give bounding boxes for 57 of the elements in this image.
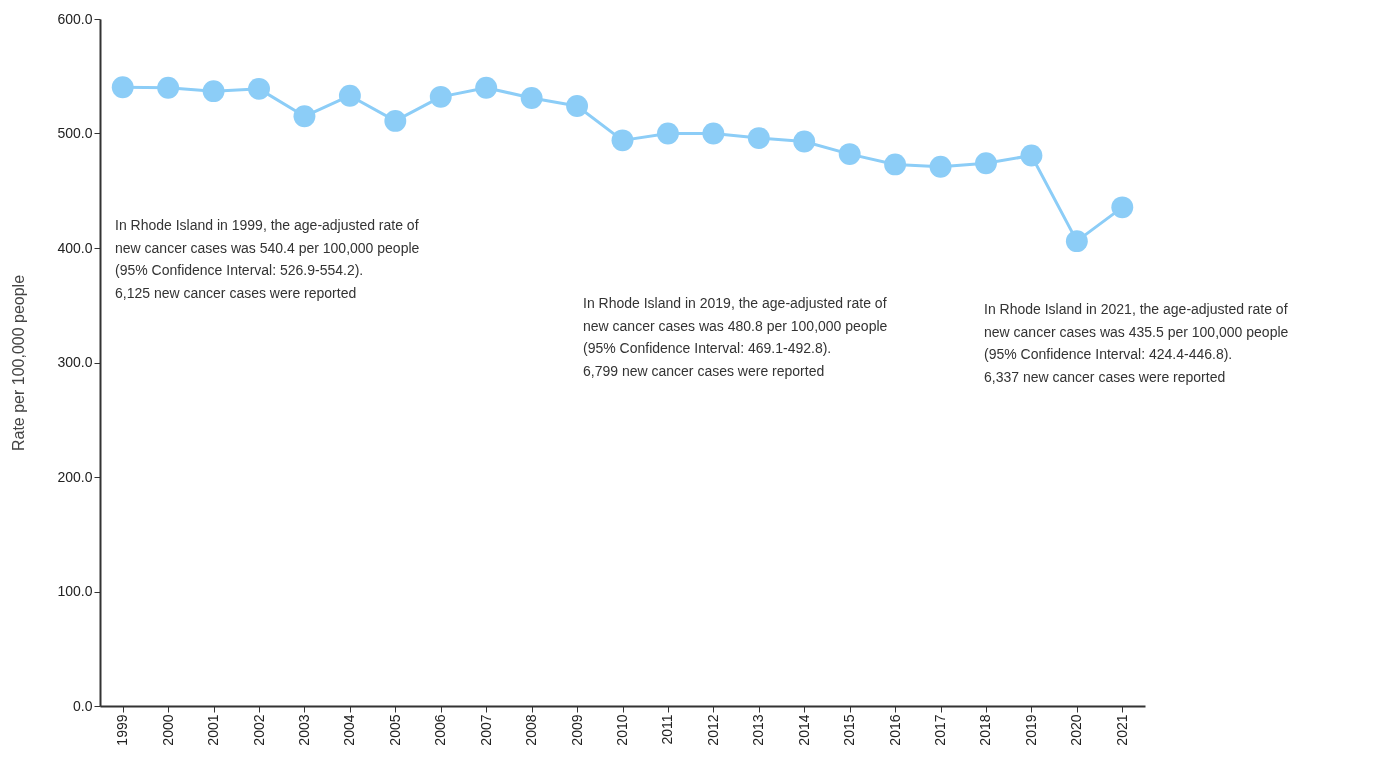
x-tick-label: 2004 (341, 714, 358, 746)
x-tick-label: 2011 (659, 714, 676, 745)
x-tick-label: 2016 (886, 714, 903, 746)
x-tick-label: 2000 (159, 714, 176, 746)
point (1020, 144, 1043, 167)
y-tick-label: 500.0 (57, 125, 93, 141)
point (475, 76, 498, 99)
x-tick-label: 2012 (704, 714, 721, 746)
x-tick-label: 1999 (114, 714, 131, 746)
y-tick-label: 300.0 (57, 354, 93, 370)
point (566, 95, 589, 117)
point (202, 80, 225, 103)
x-tick-label: 2010 (614, 714, 630, 746)
x-tick-label: 2002 (250, 714, 267, 746)
point (1065, 230, 1088, 253)
x-tick-label: 2013 (750, 714, 767, 746)
x-tick-label: 2020 (1068, 714, 1085, 746)
y-tick-label: 200.0 (57, 468, 93, 485)
x-tick-label: 2001 (205, 714, 222, 746)
y-tick-label: 600.0 (57, 10, 93, 27)
annotation: In Rhode Island in 2019, the age-adjusted rate of new cancer cases was 480.8 per 100,000 people (95% Confidence Interval: 469.1-492.8). 6,799 new cancer cases were reported (583, 295, 888, 379)
y-axis-title: Rate per 100,000 people (10, 274, 28, 452)
point (929, 155, 952, 178)
y-tick-label: 400.0 (57, 239, 93, 256)
point (975, 152, 997, 175)
annotation: In Rhode Island in 1999, the age-adjusted rate of new cancer cases was 540.4 per 100,000 people (95% Confidence Interval: 526.9-554.2). 6,125 new cancer cases were reported (115, 217, 420, 301)
y-tick-label: 0.0 (73, 697, 93, 714)
point (884, 153, 907, 176)
point (157, 76, 180, 99)
point (838, 143, 861, 166)
x-tick-label: 2017 (932, 714, 949, 746)
x-tick-label: 2019 (1022, 714, 1039, 746)
x-tick-label: 2003 (295, 714, 312, 746)
x-tick-label: 2005 (386, 714, 403, 746)
x-tick-label: 2014 (795, 714, 812, 746)
x-tick-label: 2007 (477, 714, 494, 746)
x-tick-label: 2009 (568, 714, 585, 746)
point (429, 85, 452, 108)
x-tick-label: 2008 (523, 714, 540, 746)
point (338, 84, 361, 107)
point (611, 129, 634, 152)
x-tick-label: 2006 (432, 714, 449, 746)
x-tick-label: 2021 (1113, 714, 1130, 746)
point (793, 130, 816, 153)
point (384, 109, 407, 132)
point (293, 105, 316, 128)
y-tick-label: 100.0 (57, 583, 93, 599)
point (248, 77, 270, 100)
point (111, 76, 134, 99)
point (702, 122, 725, 145)
point (656, 122, 679, 145)
point (1111, 196, 1134, 219)
x-tick-label: 2015 (841, 714, 858, 746)
annotation: In Rhode Island in 2021, the age-adjusted rate of new cancer cases was 435.5 per 100,000 people (95% Confidence Interval: 424.4-446.8). 6,337 new cancer cases were reported (984, 301, 1289, 385)
point (520, 87, 543, 109)
x-tick-label: 2018 (977, 714, 994, 746)
point (747, 127, 770, 150)
